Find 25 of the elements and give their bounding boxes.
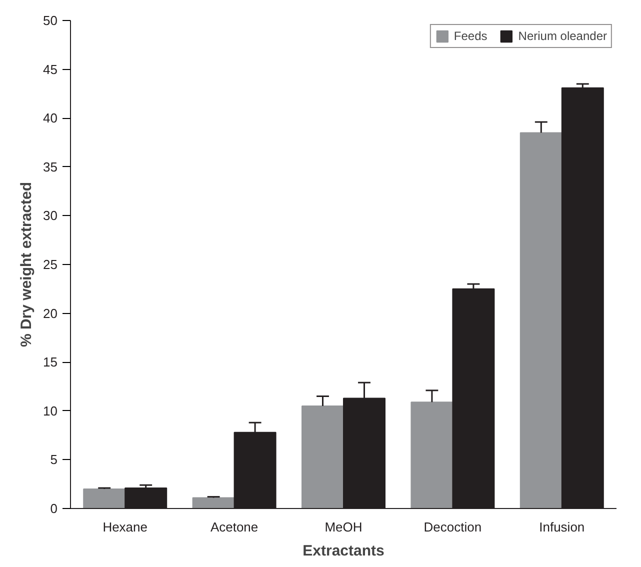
y-tick-label: 35 (43, 159, 58, 174)
y-tick-label: 0 (50, 501, 58, 516)
x-tick-label: Acetone (210, 520, 258, 534)
bar (520, 132, 562, 508)
y-tick-label: 15 (43, 354, 58, 370)
y-tick-label: 10 (43, 403, 58, 418)
x-tick-label: MeOH (324, 520, 362, 534)
bar (302, 406, 344, 508)
legend-label: Nerium oleander (518, 29, 607, 43)
x-tick-label: Decoction (424, 520, 482, 534)
y-tick-label: 30 (43, 208, 58, 224)
y-tick-label: 40 (43, 110, 58, 126)
bar (410, 402, 454, 508)
y-tick-label: 25 (43, 257, 58, 272)
x-tick-label: Infusion (539, 520, 585, 534)
legend-label: Feeds (454, 29, 488, 43)
y-tick-label: 5 (50, 452, 58, 468)
x-axis-title: Extractants (302, 542, 384, 560)
bar (83, 488, 126, 508)
y-tick-label: 20 (43, 306, 58, 321)
x-tick-label: Hexane (102, 520, 148, 534)
y-tick-label: 45 (43, 62, 58, 77)
bar (192, 497, 235, 508)
y-tick-label: 50 (43, 13, 58, 28)
y-axis-title: % Dry weight extracted (18, 182, 36, 348)
